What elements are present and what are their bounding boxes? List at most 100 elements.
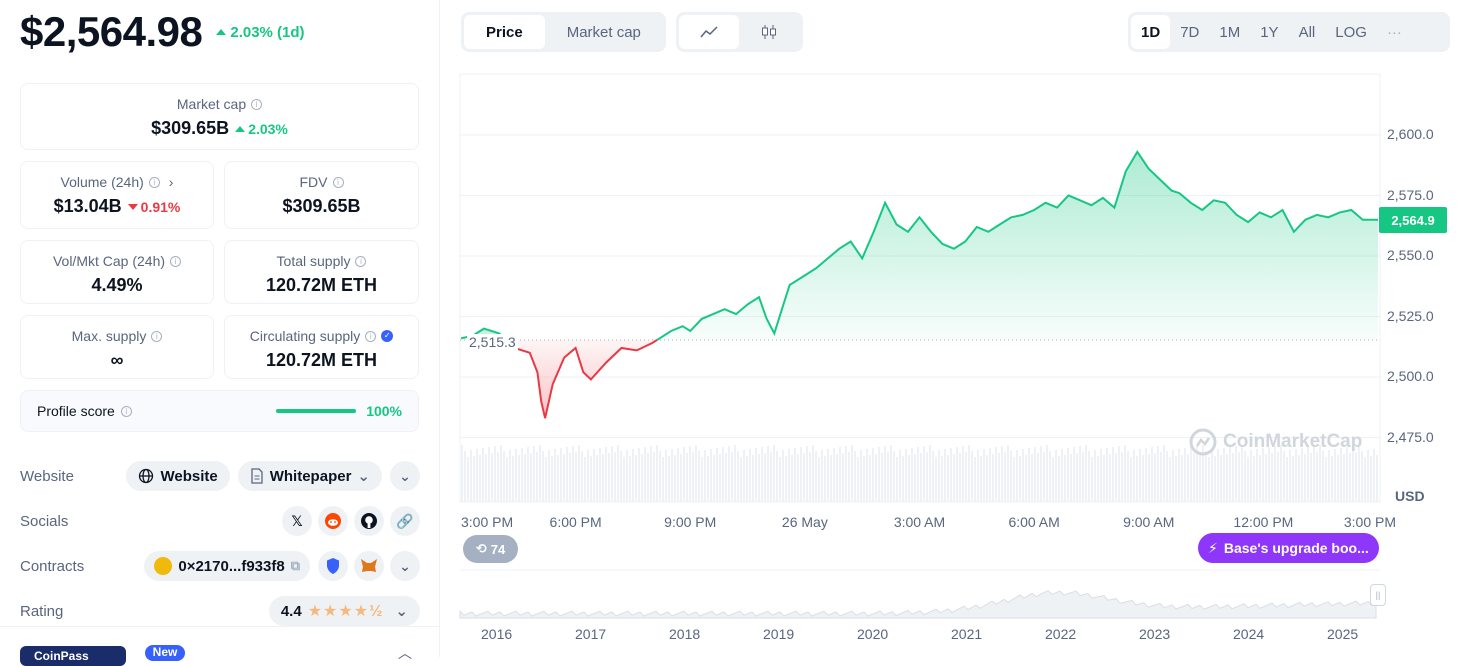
chevron-down-icon: ⌄ [399, 557, 411, 574]
volume-bar [863, 456, 865, 502]
chevron-right-icon[interactable]: › [168, 174, 174, 190]
vol-mkt-card[interactable]: Vol/Mkt Cap (24h) i 4.49% [20, 240, 214, 304]
circulating-supply-card[interactable]: Circulating supply i ✓ 120.72M ETH [224, 315, 419, 379]
volume-bar [665, 450, 667, 502]
whitepaper-button[interactable]: Whitepaper ⌄ [237, 461, 382, 491]
volume-bar [1124, 445, 1126, 502]
candle-chart-button[interactable] [739, 15, 799, 49]
volume-bar [968, 445, 970, 502]
volume-bar [881, 453, 883, 502]
more-options-button[interactable]: ··· [1386, 23, 1402, 41]
volume-bar [746, 456, 748, 502]
history-year-label: 2017 [575, 626, 607, 642]
total-supply-card[interactable]: Total supply i 120.72M ETH [224, 240, 419, 304]
event-badge[interactable]: ⚡ Base's upgrade boo... [1198, 533, 1379, 563]
metamask-icon[interactable] [354, 551, 384, 581]
copy-icon[interactable]: ⧉ [290, 558, 300, 573]
line-chart-button[interactable] [679, 15, 739, 49]
volume-bar [1373, 449, 1375, 502]
info-icon[interactable]: i [365, 330, 377, 342]
more-links-button[interactable]: ⌄ [390, 461, 420, 491]
volume-bar [584, 457, 586, 502]
x-twitter-icon[interactable]: 𝕏 [282, 506, 312, 536]
link-icon[interactable]: 🔗 [390, 506, 420, 536]
tab-market-cap[interactable]: Market cap [566, 23, 641, 41]
volume-bar [1310, 453, 1312, 502]
website-button[interactable]: Website [126, 461, 230, 491]
contract-address-button[interactable]: 0×2170...f933f8 ⧉ [144, 551, 310, 581]
volume-bar [1175, 456, 1177, 502]
shield-icon[interactable] [318, 551, 348, 581]
volume-bar [1142, 455, 1144, 502]
volume-bar [791, 455, 793, 502]
volume-bar [728, 446, 730, 502]
fdv-card[interactable]: FDV i $309.65B [224, 161, 419, 229]
github-icon[interactable] [354, 506, 384, 536]
volume-bar [1109, 454, 1111, 502]
info-icon[interactable]: i [148, 176, 160, 188]
info-icon[interactable]: i [251, 98, 263, 110]
profile-score[interactable]: Profile score i 100% [20, 390, 419, 432]
whitepaper-button-label: Whitepaper [269, 467, 352, 485]
range-slider-handle[interactable]: || [1370, 584, 1386, 606]
market-cap-card[interactable]: Market cap i $309.65B 2.03% [20, 83, 419, 150]
max-supply-value: ∞ [110, 350, 124, 370]
volume-bar [803, 453, 805, 502]
volume-bar [911, 448, 913, 502]
volume-bar [950, 448, 952, 502]
volume-bar [1010, 451, 1012, 502]
info-icon[interactable]: i [120, 405, 132, 417]
timeframe-all[interactable]: All [1298, 23, 1316, 41]
timeframe-1m[interactable]: 1M [1219, 23, 1241, 41]
x-tick-label: 9:00 AM [1123, 514, 1175, 530]
contracts-label: Contracts [20, 557, 85, 575]
volume-bar [884, 446, 886, 502]
log-scale-button[interactable]: LOG [1335, 23, 1367, 41]
info-icon[interactable]: i [355, 255, 367, 267]
volume-bar [566, 447, 568, 502]
info-icon[interactable]: i [332, 176, 344, 188]
volume-bar [536, 452, 538, 502]
volume-bar [488, 447, 490, 502]
timeframe-toggle: 1D 7D 1M 1Y All LOG ··· [1128, 12, 1450, 52]
timeframe-7d[interactable]: 7D [1180, 23, 1200, 41]
market-cap-label: Market cap [176, 96, 247, 112]
volume-bar [1103, 455, 1105, 502]
volume-bar [854, 451, 856, 502]
current-price-tag: 2,564.9 [1379, 207, 1447, 233]
website-row: Website Website Whitepaper ⌄ ⌄ [20, 459, 420, 493]
coinmarketcap-watermark: CoinMarketCap [1189, 428, 1362, 456]
volume-bar [614, 452, 616, 502]
volume-bar [986, 455, 988, 502]
volume-bar [1340, 448, 1342, 502]
volume-bar [776, 451, 778, 502]
rating-button[interactable]: 4.4 ★★★★½ ⌄ [268, 596, 420, 626]
volume-bar [611, 446, 613, 502]
bnb-chain-icon [154, 557, 173, 575]
star-rating-icon: ★★★★½ [307, 603, 384, 620]
profile-score-bar [276, 409, 357, 413]
volume-bar [1034, 447, 1036, 502]
volume-card[interactable]: Volume (24h) i › $13.04B 0.91% [20, 161, 214, 229]
info-icon[interactable]: i [151, 330, 163, 342]
max-supply-card[interactable]: Max. supply i ∞ [20, 315, 214, 379]
info-icon[interactable]: i [170, 255, 182, 267]
volume-bar [1331, 456, 1333, 502]
volume-bar [1052, 457, 1054, 502]
volume-bar [1370, 456, 1372, 502]
volume-bar [476, 449, 478, 502]
reddit-icon[interactable] [318, 506, 348, 536]
volume-bar [581, 451, 583, 502]
history-year-label: 2019 [763, 626, 795, 642]
volume-bar [875, 454, 877, 502]
timeframe-1d[interactable]: 1D [1131, 15, 1171, 49]
more-contracts-button[interactable]: ⌄ [390, 551, 420, 581]
chevron-up-icon[interactable]: ︿ [398, 645, 412, 661]
coinpass-logo[interactable]: CoinPass [20, 646, 126, 666]
volume-bar [1154, 453, 1156, 502]
volume-bar [806, 446, 808, 502]
timeframe-1y[interactable]: 1Y [1260, 23, 1279, 41]
tab-price[interactable]: Price [464, 15, 545, 49]
events-count-badge[interactable]: ⟲ 74 [463, 535, 518, 563]
volume-bar [1208, 457, 1210, 502]
